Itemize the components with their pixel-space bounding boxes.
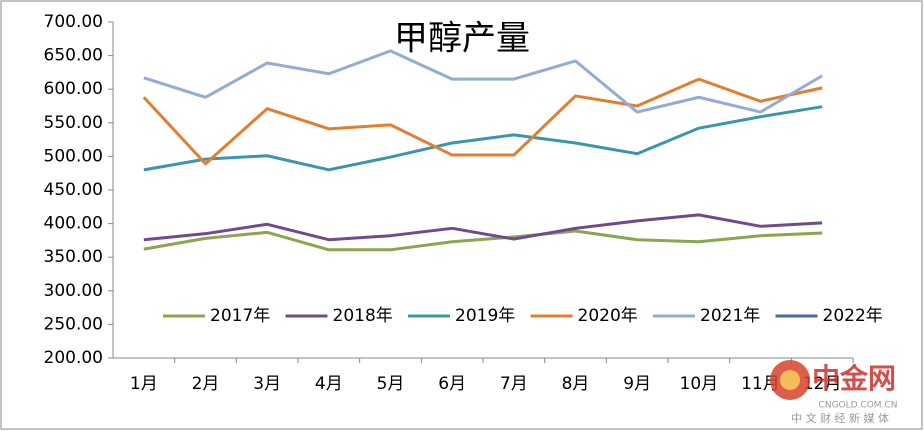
- x-tick-label: 1月: [130, 374, 158, 394]
- x-tick-label: 5月: [377, 374, 405, 394]
- series-line: [143, 229, 823, 252]
- legend-label: 2021年: [700, 306, 760, 326]
- y-tick-label: 250.00: [44, 314, 103, 334]
- legend-label: 2020年: [578, 306, 638, 326]
- series-line: [143, 105, 823, 172]
- watermark-slogan: 中 文 财 经 新 媒 体: [791, 411, 889, 425]
- x-tick-label: 6月: [438, 374, 466, 394]
- y-tick-label: 200.00: [44, 348, 103, 368]
- y-tick-label: 400.00: [44, 214, 103, 234]
- x-tick-label: 12月: [803, 374, 842, 394]
- chart-title: 甲醇产量: [394, 19, 530, 59]
- series-line: [143, 213, 823, 242]
- x-tick-label: 4月: [315, 374, 343, 394]
- watermark-logo-inner: [780, 370, 800, 390]
- legend-label: 2022年: [823, 306, 883, 326]
- x-tick-label: 10月: [680, 374, 719, 394]
- x-tick-label: 8月: [562, 374, 590, 394]
- y-tick-label: 450.00: [44, 180, 103, 200]
- watermark-brand: 中金网: [812, 362, 896, 395]
- x-tick-label: 9月: [623, 374, 651, 394]
- y-tick-label: 500.00: [44, 146, 103, 166]
- series-line: [143, 49, 823, 114]
- watermark-domain: CNGOLD.COM.CN: [819, 401, 898, 411]
- x-tick-label: 3月: [253, 374, 281, 394]
- y-tick-label: 300.00: [44, 281, 103, 301]
- y-tick-label: 350.00: [44, 247, 103, 267]
- watermark: 中金网 CNGOLD.COM.CN 中 文 财 经 新 媒 体: [770, 360, 897, 425]
- legend-label: 2018年: [333, 306, 393, 326]
- y-tick-label: 700.00: [44, 12, 103, 32]
- x-tick-label: 7月: [500, 374, 528, 394]
- y-tick-label: 650.00: [44, 46, 103, 66]
- y-tick-label: 600.00: [44, 79, 103, 99]
- legend-label: 2017年: [210, 306, 270, 326]
- series-line: [142, 77, 823, 166]
- x-tick-label: 2月: [192, 374, 220, 394]
- y-tick-label: 550.00: [44, 113, 103, 133]
- legend-label: 2019年: [455, 306, 515, 326]
